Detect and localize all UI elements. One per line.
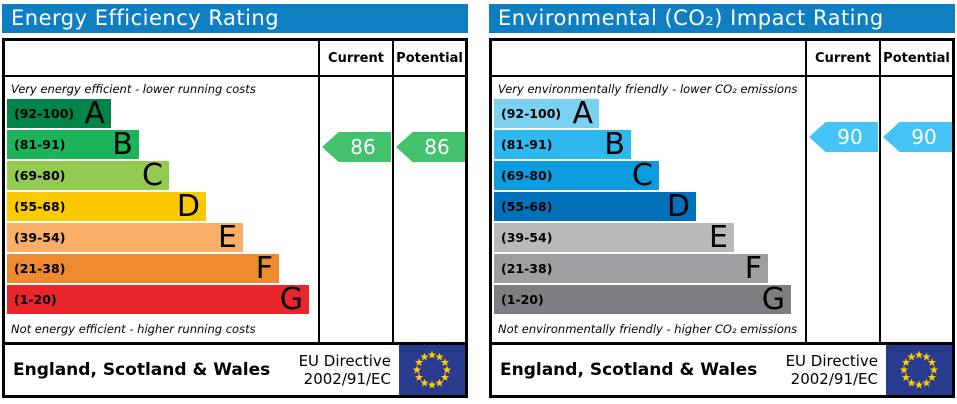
rating-scale: Very environmentally friendly - lower CO… [492, 77, 805, 342]
band-range: (69-80) [14, 168, 66, 183]
band-range: (1-20) [501, 292, 544, 307]
energy-efficiency-panel: Energy Efficiency Rating Current Potenti… [2, 4, 468, 398]
eu-directive-label: EU Directive 2002/91/EC [786, 352, 878, 388]
current-rating-arrow: 90 [809, 122, 878, 152]
eu-directive-line1: EU Directive [785, 352, 878, 370]
potential-rating-arrow: 90 [883, 122, 952, 152]
band-letter: A [572, 95, 593, 131]
band-g: (1-20) G [494, 281, 791, 317]
band-letter: D [176, 188, 200, 224]
band-letter: D [666, 188, 690, 224]
eu-flag-icon [399, 345, 465, 395]
band-g: (1-20) G [7, 281, 309, 317]
band-letter: A [84, 95, 105, 131]
current-column-header: Current [318, 41, 392, 75]
band-range: (1-20) [14, 292, 57, 307]
band-range: (55-68) [14, 199, 66, 214]
table-header-row: Current Potential [492, 41, 952, 77]
current-value-cell: 86 [318, 77, 392, 342]
bottom-caption: Not environmentally friendly - higher CO… [498, 322, 798, 336]
potential-rating-value: 90 [911, 125, 937, 149]
potential-rating-value: 86 [424, 135, 450, 159]
rating-bands: (92-100) A (81-91) B (69-80) C (55-68) D (39… [5, 95, 318, 317]
current-rating-value: 90 [837, 125, 863, 149]
band-f: (21-38) F [7, 250, 279, 286]
band-range: (92-100) [501, 106, 562, 121]
eu-directive-line2: 2002/91/EC [303, 370, 391, 388]
band-f: (21-38) F [494, 250, 768, 286]
panel-title: Environmental (CO₂) Impact Rating [489, 4, 955, 33]
region-label: England, Scotland & Wales [500, 360, 758, 380]
band-letter: G [279, 281, 303, 317]
potential-value-cell: 86 [392, 77, 465, 342]
band-letter: C [142, 157, 163, 193]
band-range: (69-80) [501, 168, 553, 183]
band-c: (69-80) C [7, 157, 169, 193]
table-footer: England, Scotland & Wales EU Directive 2… [492, 342, 952, 395]
current-column-header: Current [805, 41, 879, 75]
band-range: (39-54) [501, 230, 553, 245]
top-caption: Very energy efficient - lower running co… [11, 82, 256, 96]
band-range: (81-91) [501, 137, 553, 152]
band-d: (55-68) D [7, 188, 206, 224]
potential-column-header: Potential [879, 41, 952, 75]
band-letter: B [112, 126, 133, 162]
band-b: (81-91) B [7, 126, 139, 162]
header-spacer [492, 41, 805, 75]
rating-scale: Very energy efficient - lower running co… [5, 77, 318, 342]
potential-column-header: Potential [392, 41, 465, 75]
current-rating-value: 86 [350, 135, 376, 159]
region-label: England, Scotland & Wales [13, 360, 271, 380]
band-range: (39-54) [14, 230, 66, 245]
eu-directive-line2: 2002/91/EC [790, 370, 878, 388]
band-d: (55-68) D [494, 188, 696, 224]
band-letter: E [218, 219, 237, 255]
band-letter: B [604, 126, 625, 162]
band-c: (69-80) C [494, 157, 659, 193]
rating-table: Current Potential Very environmentally f… [489, 38, 955, 398]
band-range: (55-68) [501, 199, 553, 214]
table-header-row: Current Potential [5, 41, 465, 77]
band-b: (81-91) B [494, 126, 631, 162]
band-e: (39-54) E [7, 219, 243, 255]
rating-body: Very environmentally friendly - lower CO… [492, 77, 952, 342]
rating-body: Very energy efficient - lower running co… [5, 77, 465, 342]
header-spacer [5, 41, 318, 75]
potential-rating-arrow: 86 [396, 132, 465, 162]
potential-value-cell: 90 [879, 77, 952, 342]
panel-title: Energy Efficiency Rating [2, 4, 468, 33]
table-footer: England, Scotland & Wales EU Directive 2… [5, 342, 465, 395]
eu-flag-icon [886, 345, 952, 395]
band-e: (39-54) E [494, 219, 734, 255]
band-letter: E [709, 219, 728, 255]
environmental-impact-panel: Environmental (CO₂) Impact Rating Curren… [489, 4, 955, 398]
band-range: (81-91) [14, 137, 66, 152]
band-letter: C [632, 157, 653, 193]
band-range: (21-38) [14, 261, 66, 276]
eu-directive-line1: EU Directive [298, 352, 391, 370]
rating-table: Current Potential Very energy efficient … [2, 38, 468, 398]
current-value-cell: 90 [805, 77, 879, 342]
band-letter: G [761, 281, 785, 317]
band-range: (92-100) [14, 106, 75, 121]
band-letter: F [255, 250, 273, 286]
band-a: (92-100) A [494, 95, 599, 131]
current-rating-arrow: 86 [322, 132, 391, 162]
eu-directive-label: EU Directive 2002/91/EC [299, 352, 391, 388]
top-caption: Very environmentally friendly - lower CO… [498, 82, 798, 96]
rating-bands: (92-100) A (81-91) B (69-80) C (55-68) D (39… [492, 95, 805, 317]
band-letter: F [744, 250, 762, 286]
bottom-caption: Not energy efficient - higher running co… [11, 322, 256, 336]
band-range: (21-38) [501, 261, 553, 276]
band-a: (92-100) A [7, 95, 111, 131]
